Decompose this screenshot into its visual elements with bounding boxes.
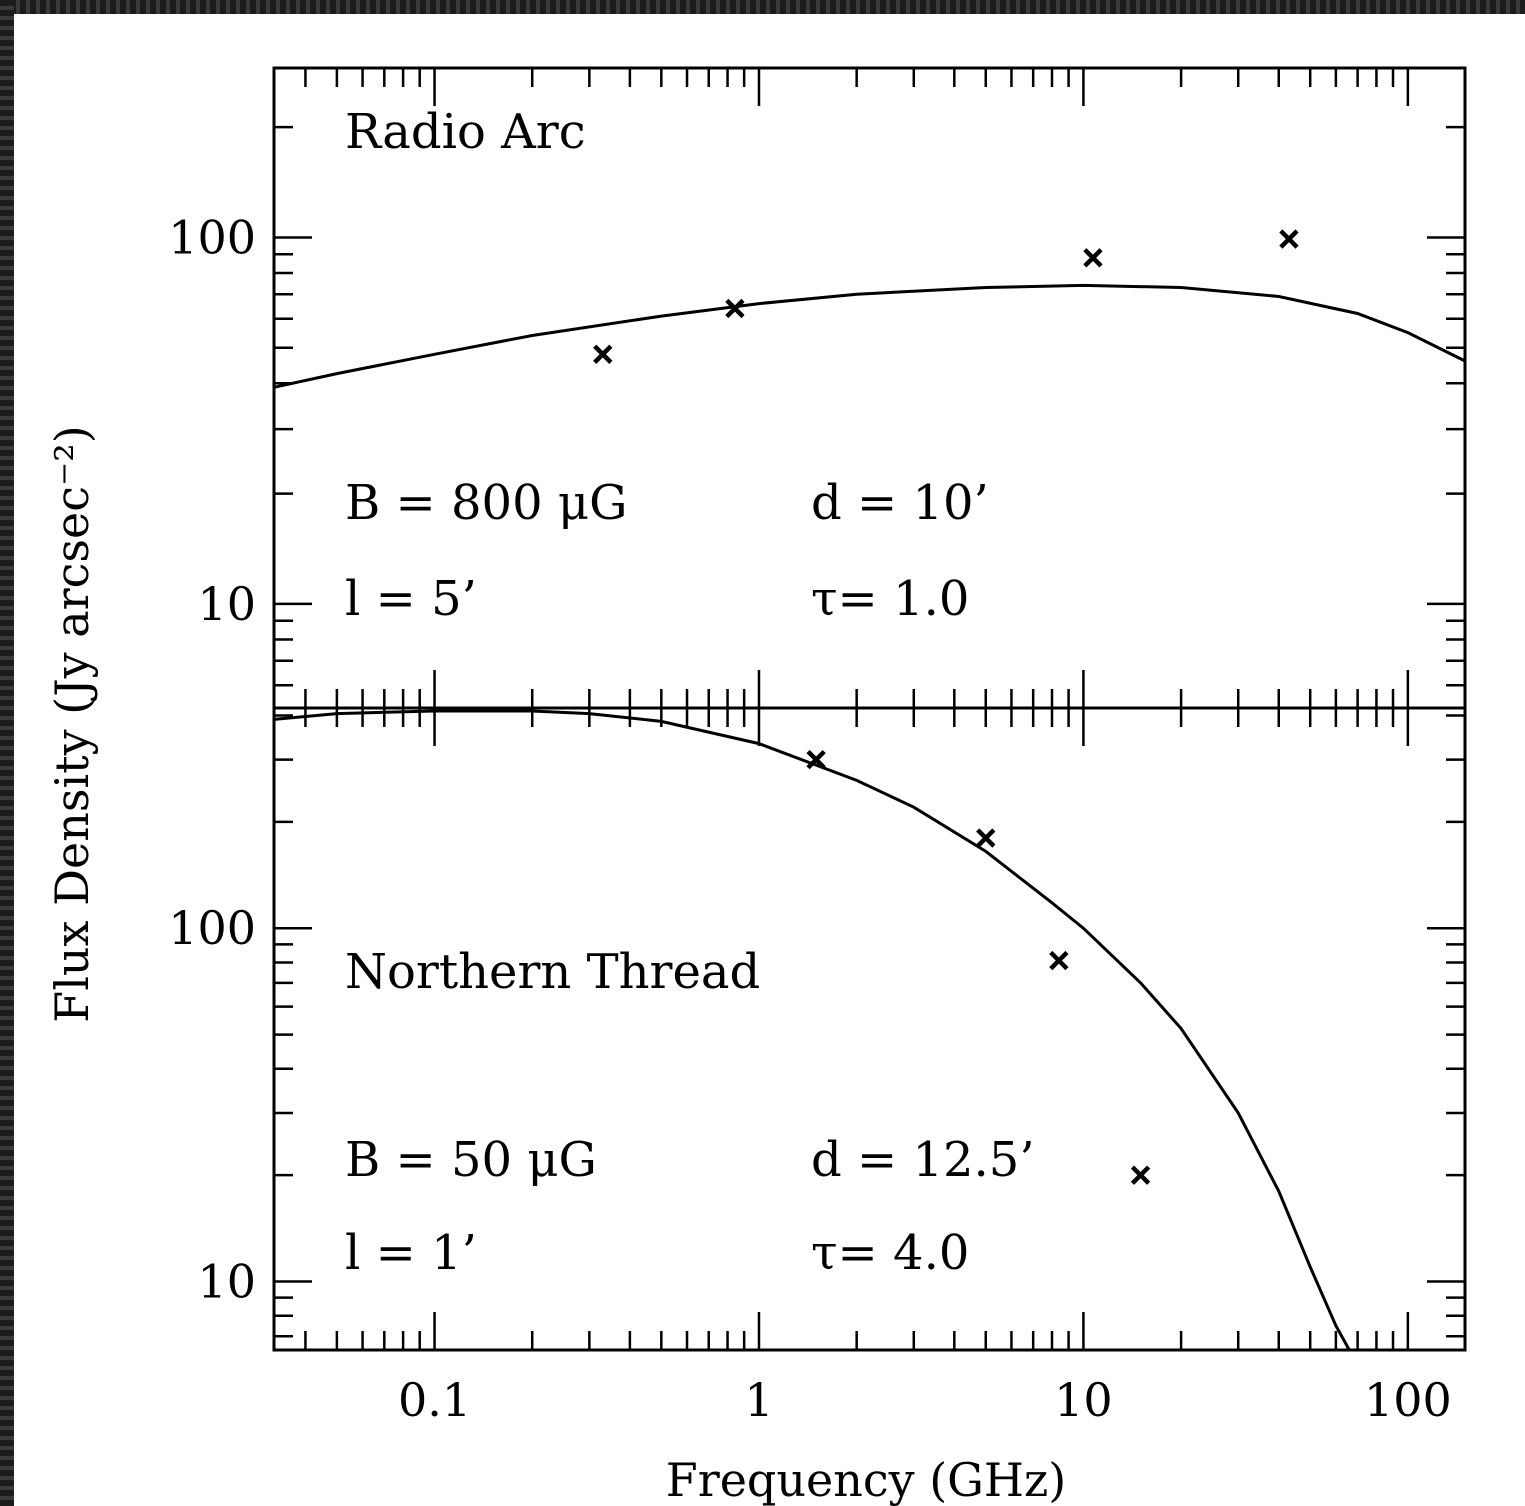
northern-thread-optical-depth: τ= 4.0 [811,1225,969,1281]
northern-thread-field-strength: B = 50 μG [345,1132,597,1188]
northern-thread-model-curve [273,709,1351,1351]
x-tick-label-100: 100 [1364,1373,1452,1427]
radio-arc-model-curve [273,283,1466,389]
flux-density-chart: Radio Arc B = 800 μG d = 10’ l = 5’ τ= 1… [45,66,1467,1506]
y-tick-label-top-10: 10 [197,577,256,631]
radio-arc-distance: d = 10’ [811,475,989,531]
x-tick-label-0.1: 0.1 [398,1373,471,1427]
radio-arc-data-points [593,229,1299,364]
panel-northern-thread-frame [272,706,1467,1352]
northern-thread-panel-label: Northern Thread [345,944,760,1000]
data-point-marker [976,828,996,848]
panel-northern-thread-ticks [274,708,1465,1350]
data-point-marker [806,749,826,770]
x-axis-title: Frequency (GHz) [666,1453,1066,1506]
panel-radio-arc: Radio Arc B = 800 μG d = 10’ l = 5’ τ= 1… [168,66,1467,710]
y-axis-title: Flux Density (Jy arcsec⁻²) [45,425,99,1022]
chart-canvas: Radio Arc B = 800 μG d = 10’ l = 5’ τ= 1… [14,14,1525,1506]
northern-thread-data-points [806,749,1151,1185]
x-axis-tick-labels: 0.1 1 10 100 [398,1373,1452,1427]
y-tick-label-bottom-100: 100 [168,901,256,955]
x-tick-label-1: 1 [744,1373,773,1427]
data-point-marker [1083,248,1103,268]
data-point-marker [725,298,745,319]
data-point-marker [1130,1165,1151,1185]
data-point-marker [1049,950,1069,971]
northern-thread-length: l = 1’ [345,1225,477,1281]
y-tick-label-top-100: 100 [168,210,256,264]
radio-arc-panel-label: Radio Arc [345,104,586,160]
data-point-marker [593,344,613,364]
frame-border-top [0,0,1525,14]
radio-arc-optical-depth: τ= 1.0 [811,571,969,627]
radio-arc-length: l = 5’ [345,571,477,627]
radio-arc-field-strength: B = 800 μG [345,475,627,531]
frame-border-left [0,0,14,1506]
data-point-marker [1279,229,1299,249]
northern-thread-distance: d = 12.5’ [811,1132,1035,1188]
panel-radio-arc-ticks [274,68,1465,708]
panel-northern-thread: Northern Thread B = 50 μG d = 12.5’ l = … [168,706,1467,1352]
x-tick-label-10: 10 [1054,1373,1113,1427]
y-tick-label-bottom-10: 10 [197,1255,256,1309]
